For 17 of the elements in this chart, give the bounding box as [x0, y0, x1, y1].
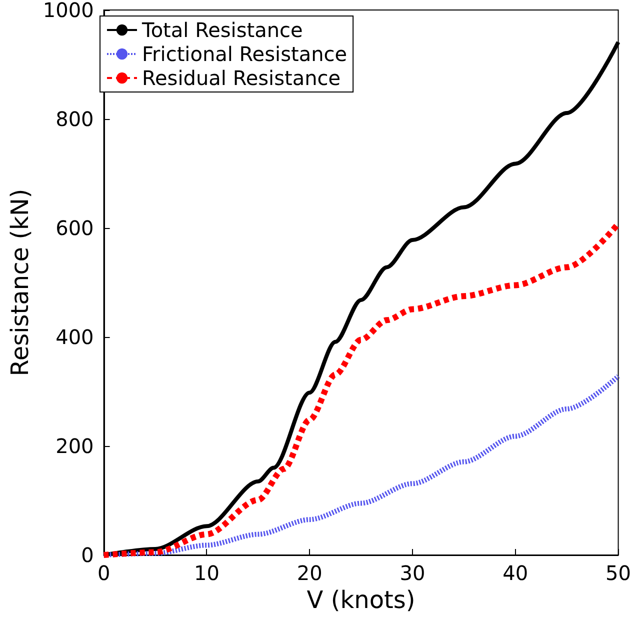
y-tick-label: 1000 — [42, 0, 94, 22]
y-tick-label: 800 — [56, 107, 94, 131]
x-tick-label: 0 — [97, 561, 110, 585]
x-tick-label: 30 — [400, 561, 426, 585]
x-tick-label: 20 — [296, 561, 322, 585]
y-tick-label: 200 — [56, 434, 94, 458]
y-tick-label: 0 — [81, 543, 94, 567]
x-tick-label: 50 — [606, 561, 631, 585]
legend-label: Residual Resistance — [142, 66, 341, 90]
legend-label: Frictional Resistance — [142, 42, 348, 66]
x-tick-label: 10 — [194, 561, 220, 585]
x-axis-title: V (knots) — [306, 586, 416, 614]
y-tick-label: 400 — [56, 325, 94, 349]
y-tick-label: 600 — [56, 216, 94, 240]
legend-label: Total Resistance — [141, 18, 303, 42]
x-tick-label: 40 — [502, 561, 528, 585]
y-axis-title: Resistance (kN) — [6, 188, 34, 376]
